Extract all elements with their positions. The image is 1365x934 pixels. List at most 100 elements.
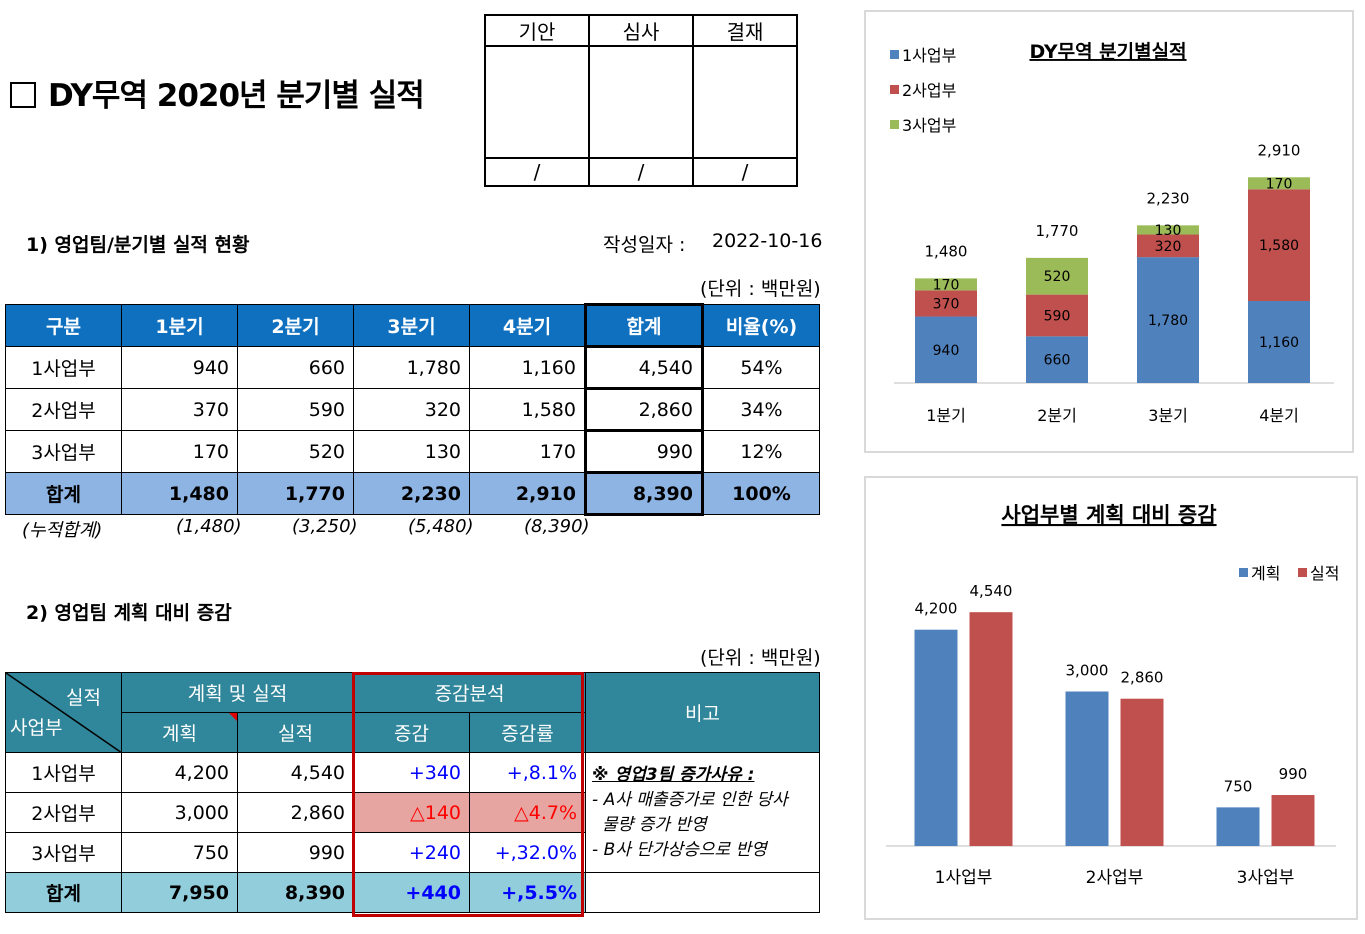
data-label: 940	[933, 343, 960, 359]
table-header: 1분기	[121, 304, 238, 347]
table-row: 1사업부 4,200 4,540 +340 +,8.1% ※ 영업3팀 증가사유…	[5, 752, 821, 873]
total-label: 2,230	[1147, 189, 1190, 207]
note-header: 비고	[585, 672, 821, 753]
data-label: 170	[933, 277, 960, 293]
quarterly-chart-panel: DY무역 분기별실적 1사업부 2사업부 3사업부 940 370 170 1,480 1분기 6…	[864, 10, 1354, 453]
date-value: 2022-10-16	[712, 230, 823, 252]
table-cell: 1사업부	[5, 752, 122, 793]
approval-box: 기안 심사 결재 / / /	[484, 14, 798, 187]
date-slash: /	[588, 157, 694, 187]
bar-segment	[1248, 177, 1310, 190]
table-row: 2사업부 370 590 320 1,580 2,860 34%	[5, 387, 820, 432]
bar-segment	[1248, 300, 1310, 383]
bar-segment	[1137, 225, 1199, 235]
quarterly-stacked-chart: DY무역 분기별실적 1사업부 2사업부 3사업부 940 370 170 1,480 1분기 6…	[890, 41, 1334, 425]
table-cell: 2사업부	[5, 792, 122, 833]
table-cell: 2사업부	[5, 388, 122, 431]
bar-segment	[1026, 294, 1088, 337]
unit-label: (단위 : 백만원)	[700, 647, 821, 669]
note-line: ※ 영업3팀 증가사유 :	[592, 764, 755, 785]
table-header: 합계	[584, 303, 704, 348]
x-tick-label: 4분기	[1259, 406, 1299, 425]
table-cell: 1,580	[469, 388, 586, 431]
legend-label: 실적	[1310, 564, 1339, 583]
cumulative-value: (1,480)	[176, 516, 242, 537]
comment-marker-icon	[229, 713, 237, 721]
cumulative-value: (3,250)	[292, 516, 358, 537]
total-label: 1,770	[1036, 222, 1079, 240]
data-label: 660	[1044, 353, 1071, 369]
corner-header: 실적 사업부	[5, 672, 122, 753]
table-header: 비율(%)	[702, 304, 820, 347]
quarterly-table: 구분 1분기 2분기 3분기 4분기 합계 비율(%) 1사업부 940 660…	[5, 303, 820, 516]
legend-swatch	[1298, 568, 1307, 577]
table-header-row: 구분 1분기 2분기 3분기 4분기 합계 비율(%)	[5, 303, 820, 348]
date-slash: /	[692, 157, 798, 187]
data-label: 4,200	[915, 600, 958, 618]
table-cell: 4,540	[236, 752, 355, 793]
table-total-row: 합계 7,950 8,390 +440 +,5.5%	[5, 872, 821, 913]
table-cell: 750	[121, 832, 238, 873]
table-cell: 1사업부	[5, 346, 122, 389]
data-label: 750	[1224, 777, 1253, 795]
table-cell: 590	[237, 388, 354, 431]
data-label: 1,780	[1148, 313, 1188, 329]
table-cell: 34%	[702, 388, 820, 431]
table-header: 3분기	[353, 304, 470, 347]
data-label: 170	[1266, 176, 1293, 192]
total-label: 1,480	[925, 242, 968, 260]
table-cell: 940	[121, 346, 238, 389]
table-cell: 170	[469, 430, 586, 473]
bar-segment	[915, 290, 977, 317]
table-cell: +340	[353, 752, 471, 793]
bar-segment	[1026, 257, 1088, 295]
table-cell: △4.7%	[469, 792, 587, 833]
data-label: 320	[1155, 239, 1182, 255]
table-cell: 8,390	[584, 471, 704, 516]
page-title: DY무역 2020년 분기별 실적	[10, 70, 425, 115]
table-cell: 1,770	[237, 472, 354, 515]
checkbox-icon	[10, 82, 36, 108]
legend-label: 2사업부	[902, 81, 956, 100]
table-cell: 320	[353, 388, 470, 431]
table-cell: +,32.0%	[469, 832, 587, 873]
note-line: - A사 매출증가로 인한 당사	[592, 789, 788, 810]
table-row: 3사업부 170 520 130 170 990 12%	[5, 429, 820, 474]
bar-segment	[915, 278, 977, 291]
corner-bottom-label: 사업부	[10, 717, 63, 739]
table-cell: 990	[584, 429, 704, 474]
table-total-row: 합계 1,480 1,770 2,230 2,910 8,390 100%	[5, 471, 820, 516]
table-cell: 370	[121, 388, 238, 431]
table-cell: +,8.1%	[469, 752, 587, 793]
cumulative-value: (8,390)	[524, 516, 590, 537]
x-tick-label: 2분기	[1037, 406, 1077, 425]
date-label: 작성일자 :	[603, 234, 686, 256]
table-cell: 3사업부	[5, 430, 122, 473]
approval-col: 심사	[588, 14, 694, 47]
table-row: 1사업부 940 660 1,780 1,160 4,540 54%	[5, 345, 820, 390]
data-label: 2,860	[1121, 669, 1164, 687]
signature-cell	[588, 45, 694, 159]
bar	[1065, 691, 1109, 846]
approval-col: 기안	[484, 14, 590, 47]
legend-label: 3사업부	[902, 116, 956, 135]
table-cell: 54%	[702, 346, 820, 389]
table-cell: 1,780	[353, 346, 470, 389]
table-cell: 7,950	[121, 872, 238, 913]
table-header: 4분기	[469, 304, 586, 347]
section1-heading: 1) 영업팀/분기별 실적 현황	[26, 234, 250, 256]
data-label: 590	[1044, 308, 1071, 324]
table-cell: 100%	[702, 472, 820, 515]
cumulative-value: (5,480)	[408, 516, 474, 537]
table-cell: 2,230	[353, 472, 470, 515]
bar	[914, 629, 958, 846]
sub-header: 계획	[121, 712, 238, 753]
note-line: 물량 증가 반영	[602, 814, 707, 835]
bar-segment	[915, 316, 977, 383]
data-label: 3,000	[1066, 662, 1109, 680]
unit-label: (단위 : 백만원)	[700, 278, 821, 300]
data-label: 990	[1279, 765, 1308, 783]
signature-cell	[484, 45, 590, 159]
signature-cell	[692, 45, 798, 159]
table-cell: 1,160	[469, 346, 586, 389]
